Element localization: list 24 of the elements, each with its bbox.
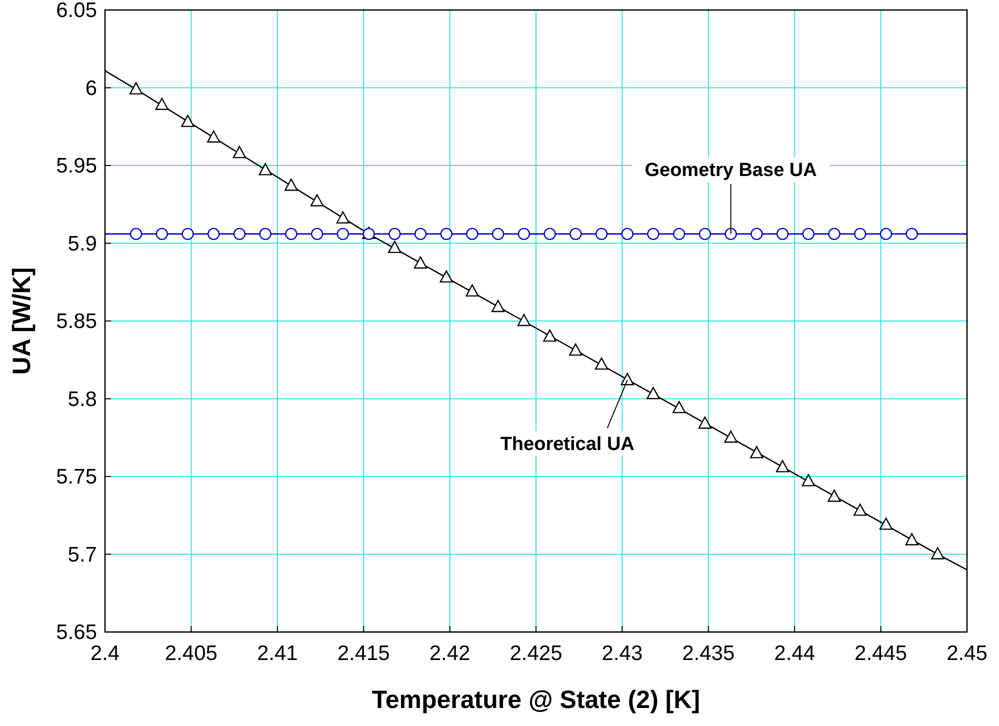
x-tick-label: 2.45: [946, 642, 988, 665]
y-tick-label: 5.85: [56, 310, 97, 333]
y-tick-label: 5.95: [56, 154, 97, 178]
x-tick-label: 2.4: [90, 642, 120, 665]
x-axis-title: Temperature @ State (2) [K]: [372, 686, 700, 714]
x-tick-label: 2.44: [774, 642, 816, 665]
y-tick-label: 5.9: [68, 232, 97, 256]
x-tick-label: 2.435: [682, 642, 735, 665]
x-tick-label: 2.445: [854, 642, 908, 665]
y-tick-label: 5.8: [68, 388, 97, 411]
x-tick-label: 2.42: [429, 642, 470, 665]
annotation: Theoretical UA: [500, 434, 635, 456]
y-tick-label: 6.05: [56, 0, 97, 22]
annotation: Geometry Base UA: [644, 160, 818, 181]
x-tick-label: 2.43: [602, 642, 643, 665]
y-tick-label: 5.65: [56, 621, 97, 644]
x-tick-label: 2.41: [256, 642, 298, 665]
y-axis-title: UA [W/K]: [8, 267, 36, 375]
x-tick-label: 2.405: [164, 642, 218, 665]
y-tick-label: 5.7: [68, 543, 97, 566]
x-tick-label: 2.415: [337, 642, 390, 665]
x-tick-label: 2.425: [510, 642, 562, 665]
y-tick-label: 6: [85, 76, 97, 100]
y-tick-label: 5.75: [56, 466, 97, 488]
